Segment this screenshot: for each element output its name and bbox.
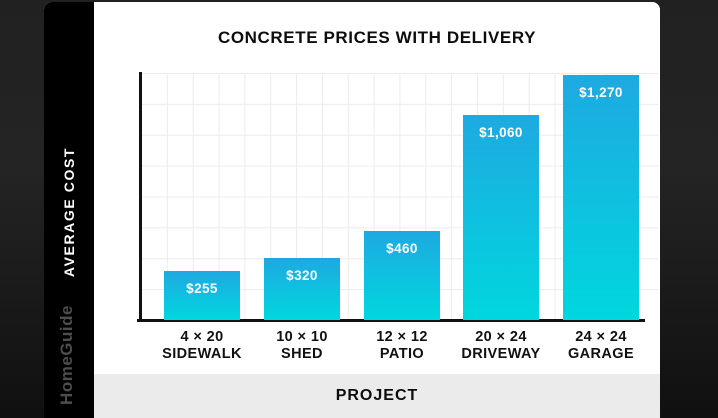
bar-patio: $460	[364, 231, 440, 320]
x-tick-label-shed: 10 × 10 SHED	[232, 329, 372, 363]
bar-value-label: $320	[286, 268, 318, 283]
x-tick-name: SIDEWALK	[162, 346, 242, 362]
x-tick-label-sidewalk: 4 × 20 SIDEWALK	[132, 329, 272, 363]
x-tick-size: 10 × 10	[276, 329, 328, 345]
bar-value-label: $460	[386, 241, 418, 256]
x-tick-size: 4 × 20	[180, 329, 224, 345]
x-axis-title: PROJECT	[335, 387, 419, 404]
plot-area: $255 4 × 20 SIDEWALK $320 10 × 10 SHED $460 12 …	[137, 72, 658, 362]
brand-watermark: HomeGuide	[57, 305, 76, 405]
x-tick-name: GARAGE	[567, 346, 635, 362]
x-axis-line	[137, 319, 645, 322]
chart-area: CONCRETE PRICES WITH DELIVERY $255 4 × 20…	[94, 2, 660, 418]
bar-value-label: $1,270	[579, 85, 623, 100]
y-axis-line	[139, 72, 142, 322]
bar-shed: $320	[264, 258, 340, 320]
y-axis-title-strip: AVERAGE COST HomeGuide	[44, 2, 94, 418]
bar-sidewalk: $255	[164, 271, 240, 320]
x-tick-label-patio: 12 × 12 PATIO	[332, 329, 472, 363]
x-tick-label-garage: 24 × 24 GARAGE	[531, 329, 660, 363]
bar-driveway: $1,060	[463, 115, 539, 320]
x-tick-size: 20 × 24	[475, 329, 527, 345]
x-tick-size: 24 × 24	[575, 329, 627, 345]
x-tick-size: 12 × 12	[376, 329, 428, 345]
x-tick-name: SHED	[281, 346, 323, 362]
y-axis-title: AVERAGE COST	[61, 146, 77, 278]
bar-value-label: $255	[186, 281, 218, 296]
chart-title: CONCRETE PRICES WITH DELIVERY	[217, 28, 537, 47]
bar-value-label: $1,060	[479, 125, 523, 140]
x-tick-name: DRIVEWAY	[461, 346, 541, 362]
bar-garage: $1,270	[563, 75, 639, 320]
x-axis-title-strip: PROJECT	[94, 374, 660, 418]
chart-card: AVERAGE COST HomeGuide CONCRETE PRICES W…	[44, 2, 660, 418]
x-tick-name: PATIO	[379, 346, 425, 362]
x-tick-label-driveway: 20 × 24 DRIVEWAY	[431, 329, 571, 363]
